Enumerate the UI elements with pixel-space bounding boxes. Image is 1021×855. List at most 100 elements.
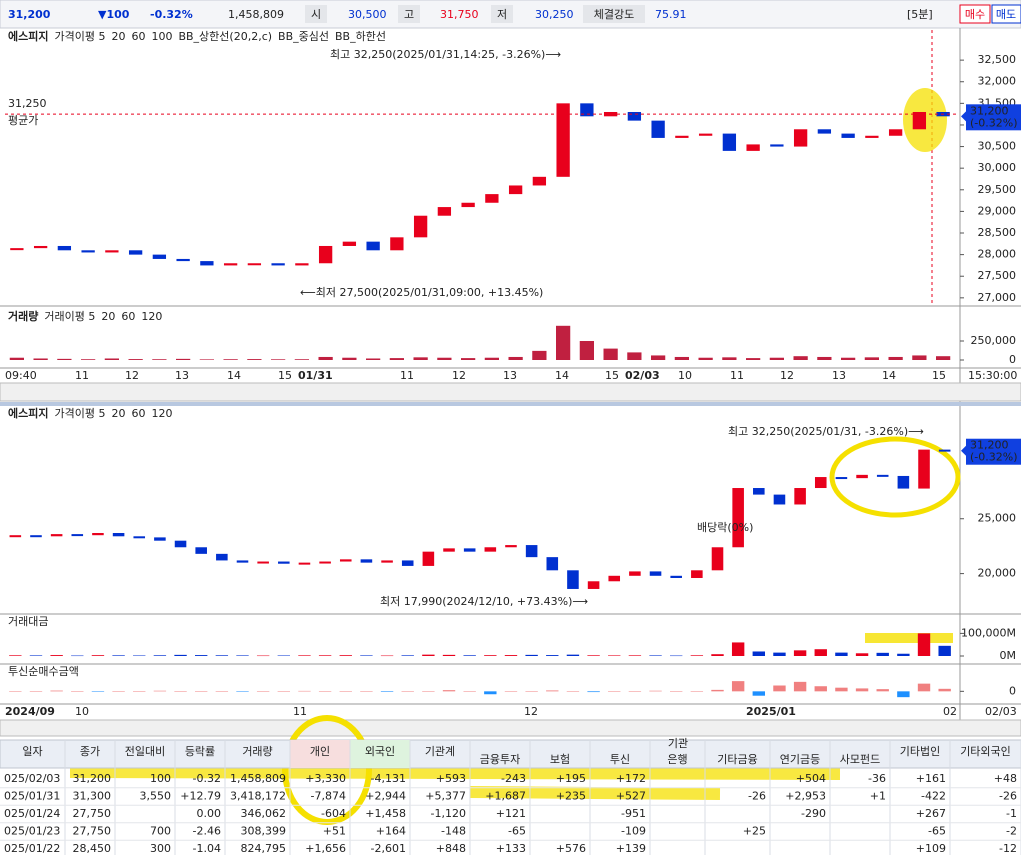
bar <box>223 359 238 360</box>
group-header: 기관 <box>668 737 688 750</box>
price-tag <box>966 104 1021 131</box>
buy-button[interactable] <box>959 4 991 24</box>
table-cell: +161 <box>916 772 946 785</box>
candle <box>257 561 269 564</box>
legend-entry: 20 <box>111 30 125 43</box>
table-cell: -290 <box>801 807 826 820</box>
x-tick-label: 14 <box>882 369 896 382</box>
bar <box>752 651 765 656</box>
bar <box>938 688 951 692</box>
x-tick-label: 11 <box>75 369 89 382</box>
rate: -0.32% <box>150 8 193 21</box>
candle <box>603 111 618 117</box>
table-cell: +527 <box>616 790 646 803</box>
bar <box>484 691 497 695</box>
bar <box>112 655 125 656</box>
table-cell: 31,200 <box>73 772 112 785</box>
table-cell: +1 <box>870 790 886 803</box>
label-box <box>305 5 327 23</box>
bar <box>380 691 394 692</box>
candle <box>9 535 22 538</box>
bar <box>174 691 187 692</box>
bar <box>864 357 879 360</box>
bar <box>29 655 43 656</box>
buy[interactable]: 매수 <box>965 8 985 21</box>
candle <box>437 207 452 216</box>
table-cell: -148 <box>441 825 466 838</box>
legend-entry: BB_중심선 <box>278 30 329 43</box>
candle <box>856 474 868 479</box>
bar <box>532 350 547 360</box>
table-cell: -422 <box>921 790 946 803</box>
candle <box>271 263 285 266</box>
candle <box>675 135 689 138</box>
bar <box>731 642 745 656</box>
table-cell: +195 <box>556 772 586 785</box>
table-cell: -7,874 <box>311 790 346 803</box>
table-cell: 31,300 <box>73 790 112 803</box>
table-cell: +2,953 <box>785 790 826 803</box>
label-box <box>491 5 513 23</box>
candle <box>128 250 143 255</box>
price-tag-rate: (-0.32%) <box>970 116 1018 129</box>
label-box <box>583 5 645 23</box>
table-cell: +2,944 <box>365 790 406 803</box>
table-cell: -109 <box>621 825 646 838</box>
header-foreign-bg <box>350 740 410 768</box>
bar <box>236 691 249 692</box>
bar <box>174 654 187 656</box>
highlight <box>865 633 953 643</box>
y-tick-label: 28,000 <box>978 248 1017 261</box>
bar <box>888 356 903 360</box>
table-cell: +504 <box>796 772 826 785</box>
open-label: 시 <box>311 8 321 21</box>
table-cell: -65 <box>508 825 526 838</box>
bar <box>587 655 600 656</box>
table-cell: 025/01/31 <box>4 790 60 803</box>
column-header: 외국인 <box>365 745 395 758</box>
bar <box>236 655 249 656</box>
candle <box>298 562 311 565</box>
bar <box>339 691 352 692</box>
table-cell: 025/02/03 <box>4 772 60 785</box>
column-header: 기타법인 <box>900 745 940 758</box>
candle <box>319 561 331 564</box>
candle <box>152 254 167 259</box>
candle <box>50 534 63 537</box>
candle <box>794 488 806 505</box>
x-tick-label: 13 <box>175 369 189 382</box>
table-cell: +576 <box>556 842 586 855</box>
bar <box>793 681 807 692</box>
period[interactable]: [5분] <box>907 8 933 21</box>
y-tick-label: 32,500 <box>978 53 1017 66</box>
y-tick-label: 32,000 <box>978 75 1017 88</box>
bar <box>525 654 538 656</box>
table-cell: 1,458,809 <box>230 772 286 785</box>
bar <box>318 691 332 692</box>
bar <box>57 358 72 360</box>
price: 31,200 <box>8 8 51 21</box>
bar <box>936 356 951 360</box>
bar <box>50 655 63 656</box>
x-tick-label: 2025/01 <box>746 705 796 718</box>
candle <box>485 194 499 203</box>
table-cell: +3,330 <box>305 772 346 785</box>
bar <box>752 691 765 696</box>
price-tag-price: 31,200 <box>970 104 1009 117</box>
table-cell: +172 <box>616 772 646 785</box>
bar <box>897 653 910 656</box>
toolbar[interactable] <box>0 382 1021 402</box>
toolbar[interactable] <box>0 719 1021 737</box>
sell[interactable]: 매도 <box>996 8 1016 21</box>
candle <box>422 551 435 566</box>
annotation-high: 최고 32,250(2025/01/31, -3.26%)⟶ <box>728 425 924 438</box>
y-tick-label: 30,000 <box>978 161 1017 174</box>
y-tick-label: 250,000 <box>971 334 1017 347</box>
sell-button[interactable] <box>991 4 1021 24</box>
candle <box>223 263 238 266</box>
candle <box>339 559 352 562</box>
table-cell: +848 <box>436 842 466 855</box>
x-tick-label: 13 <box>503 369 517 382</box>
bar <box>401 691 414 692</box>
